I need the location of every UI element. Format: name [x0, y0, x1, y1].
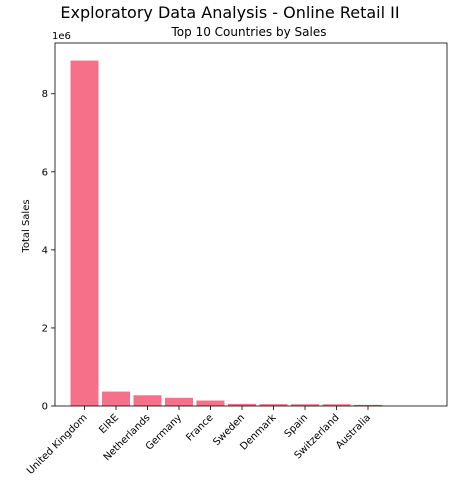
bar-united-kingdom — [71, 61, 99, 406]
x-tick-label: Australia — [334, 412, 373, 451]
x-tick-label: United Kingdom — [25, 412, 90, 477]
bar-netherlands — [134, 395, 162, 406]
y-tick-label: 0 — [42, 402, 48, 413]
bar-eire — [102, 392, 130, 406]
y-axis-offset-label: 1e6 — [52, 31, 71, 42]
x-tick-label: Spain — [283, 412, 311, 440]
figure-suptitle: Exploratory Data Analysis - Online Retai… — [60, 3, 399, 22]
y-tick-label: 4 — [42, 245, 48, 256]
y-tick-label: 2 — [42, 323, 48, 334]
bar-germany — [165, 398, 193, 406]
y-tick-label: 8 — [42, 89, 48, 100]
bar-france — [197, 401, 225, 406]
x-tick-label: France — [184, 412, 215, 443]
y-tick-label: 6 — [42, 167, 48, 178]
x-tick-label: EIRE — [97, 412, 121, 436]
bars-group — [71, 61, 383, 406]
y-ticks-group: 0 2 4 6 8 — [42, 89, 55, 412]
chart-title: Top 10 Countries by Sales — [171, 25, 327, 39]
plot-frame — [55, 43, 447, 406]
y-axis-label: Total Sales — [21, 199, 32, 253]
